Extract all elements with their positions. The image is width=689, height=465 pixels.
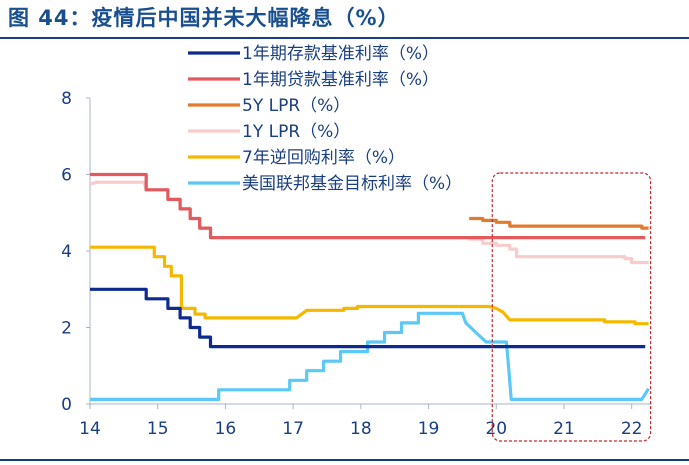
y-tick-label: 4 — [61, 242, 72, 262]
legend-label: 1年期存款基准利率（%） — [242, 44, 439, 64]
y-tick-label: 6 — [61, 166, 72, 186]
series-lines — [89, 172, 650, 401]
x-tick-label: 14 — [79, 419, 101, 439]
x-tick-label: 15 — [147, 419, 169, 439]
title-divider — [0, 37, 689, 39]
highlight-box — [491, 172, 652, 442]
x-tick-label: 17 — [282, 419, 304, 439]
axes: 0 2 4 6 8 14 15 16 17 18 19 20 21 22 — [61, 89, 652, 439]
legend: 1年期存款基准利率（%） 1年期贷款基准利率（%） 5Y LPR（%） 1Y LPR（… — [188, 44, 462, 194]
legend-label: 美国联邦基金目标利率（%） — [242, 174, 462, 194]
series-line — [90, 172, 646, 240]
x-tick-label: 21 — [553, 419, 575, 439]
series-line — [89, 180, 649, 265]
x-tick-label: 20 — [485, 419, 507, 439]
chart-title: 图 44：疫情后中国并未大幅降息（%） — [8, 6, 400, 30]
y-tick-label: 8 — [61, 89, 72, 109]
series-line — [90, 287, 646, 349]
series-line — [90, 245, 649, 326]
bottom-divider — [0, 459, 689, 461]
series-line — [469, 216, 649, 230]
legend-label: 1年期贷款基准利率（%） — [242, 70, 439, 90]
legend-label: 1Y LPR（%） — [242, 122, 350, 142]
y-tick-label: 0 — [61, 395, 72, 415]
x-tick-label: 16 — [215, 419, 237, 439]
x-tick-label: 22 — [621, 419, 643, 439]
x-tick-label: 19 — [418, 419, 440, 439]
y-tick-label: 2 — [61, 319, 72, 339]
series-line — [90, 311, 650, 401]
x-tick-label: 18 — [350, 419, 372, 439]
legend-label: 5Y LPR（%） — [242, 96, 350, 116]
legend-label: 7年逆回购利率（%） — [242, 148, 405, 168]
